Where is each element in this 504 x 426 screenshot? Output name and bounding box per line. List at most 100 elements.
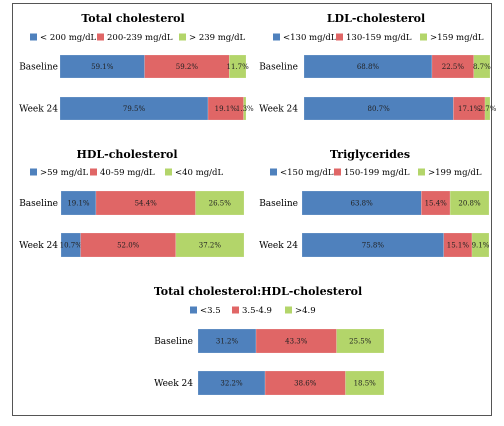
legend-entry: 3.5-4.9 xyxy=(242,306,272,316)
data-label: 79.5% xyxy=(123,105,146,113)
chart-title: Total cholesterol xyxy=(81,12,184,25)
bar-segment xyxy=(301,190,422,216)
bar-segment xyxy=(336,328,385,354)
data-label: 31.2% xyxy=(216,338,239,346)
data-label: 1.3% xyxy=(236,105,254,113)
bar-segment xyxy=(449,190,490,216)
category-label: Week 24 xyxy=(259,105,298,115)
legend-swatch xyxy=(165,168,172,176)
bar-segment xyxy=(195,190,245,216)
data-label: 54.4% xyxy=(135,200,158,208)
legend-swatch xyxy=(273,33,280,41)
legend-entry: >199 mg/dL xyxy=(428,168,482,178)
legend-entry: <3.5 xyxy=(200,306,221,316)
category-label: Week 24 xyxy=(19,105,58,115)
legend-swatch xyxy=(270,168,277,176)
data-label: 80.7% xyxy=(368,105,391,113)
data-label: 11.7% xyxy=(227,63,250,71)
chart-panel-4: Triglycerides <150 mg/dL 150-199 mg/dL >199… xyxy=(259,148,490,258)
figure-frame xyxy=(12,3,492,416)
category-label: Week 24 xyxy=(154,379,193,389)
bar-segment xyxy=(471,232,490,258)
data-label: 15.4% xyxy=(425,200,448,208)
legend-entry: <130 mg/dL xyxy=(283,33,337,43)
chart-panel-2: LDL-cholesterol <130 mg/dL 130-159 mg/dL >1… xyxy=(259,12,497,121)
legend-swatch xyxy=(418,168,425,176)
bar-segment xyxy=(175,232,245,258)
data-label: 10.7% xyxy=(60,242,83,250)
data-label: 19.1% xyxy=(215,105,238,113)
chart-title: HDL-cholesterol xyxy=(76,148,177,161)
data-label: 43.3% xyxy=(285,338,308,346)
category-label: Week 24 xyxy=(259,241,298,251)
bar-segment xyxy=(243,96,247,121)
legend-swatch xyxy=(179,33,186,41)
legend-swatch xyxy=(334,168,341,176)
data-label: 2.7% xyxy=(479,105,497,113)
legend-swatch xyxy=(285,306,292,314)
data-label: 17.1% xyxy=(458,105,481,113)
chart-title: Triglycerides xyxy=(330,148,410,161)
chart-panel-1: Total cholesterol < 200 mg/dL 200-239 mg/d… xyxy=(19,12,254,121)
legend-swatch xyxy=(420,33,427,41)
bar-segment xyxy=(443,232,473,258)
legend-entry: 150-199 mg/dL xyxy=(344,168,410,178)
legend-entry: <150 mg/dL xyxy=(280,168,334,178)
data-label: 32.2% xyxy=(220,380,243,388)
category-label: Baseline xyxy=(154,337,193,347)
bar-segment xyxy=(95,190,196,216)
data-label: 75.8% xyxy=(362,242,385,250)
bar-segment xyxy=(301,232,444,258)
legend-entry: 130-159 mg/dL xyxy=(346,33,412,43)
chart-panel-5: Total cholesterol:HDL-cholesterol <3.5 3.5… xyxy=(154,285,385,396)
data-label: 37.2% xyxy=(199,242,222,250)
legend-swatch xyxy=(232,306,239,314)
data-label: 22.5% xyxy=(442,63,465,71)
data-label: 59.2% xyxy=(176,63,199,71)
bar-segment xyxy=(60,190,97,216)
legend-swatch xyxy=(336,33,343,41)
data-label: 8.7% xyxy=(473,63,491,71)
bar-segment xyxy=(421,190,451,216)
legend-entry: 40-59 mg/dL xyxy=(100,168,155,178)
data-label: 20.8% xyxy=(458,200,481,208)
chart-title: Total cholesterol:HDL-cholesterol xyxy=(154,285,362,298)
legend-entry: >4.9 xyxy=(295,306,316,316)
data-label: 19.1% xyxy=(67,200,90,208)
data-label: 18.5% xyxy=(354,380,377,388)
data-label: 59.1% xyxy=(91,63,114,71)
data-label: 15.1% xyxy=(447,242,470,250)
category-label: Baseline xyxy=(19,199,58,209)
bar-segment xyxy=(484,96,491,121)
data-label: 63.8% xyxy=(351,200,374,208)
legend-entry: > 239 mg/dL xyxy=(189,33,246,43)
category-label: Week 24 xyxy=(19,241,58,251)
legend-swatch xyxy=(190,306,197,314)
legend-entry: 200-239 mg/dL xyxy=(107,33,173,43)
legend-swatch xyxy=(90,168,97,176)
bar-segment xyxy=(80,232,177,258)
data-label: 38.6% xyxy=(294,380,317,388)
legend-swatch xyxy=(30,168,37,176)
category-label: Baseline xyxy=(259,63,298,73)
legend-entry: <40 mg/dL xyxy=(175,168,223,178)
legend-entry: >59 mg/dL xyxy=(40,168,88,178)
bar-segment xyxy=(229,54,247,79)
data-label: 68.8% xyxy=(357,63,380,71)
data-label: 26.5% xyxy=(209,200,232,208)
bar-segment xyxy=(473,54,491,79)
legend-entry: >159 mg/dL xyxy=(430,33,484,43)
data-label: 25.5% xyxy=(349,338,372,346)
category-label: Baseline xyxy=(19,63,58,73)
category-label: Baseline xyxy=(259,199,298,209)
chart-title: LDL-cholesterol xyxy=(327,12,425,25)
legend-swatch xyxy=(30,33,37,41)
data-label: 9.1% xyxy=(472,242,490,250)
bar-segment xyxy=(264,370,346,396)
legend-entry: < 200 mg/dL xyxy=(40,33,97,43)
bar-segment xyxy=(345,370,385,396)
data-label: 52.0% xyxy=(117,242,140,250)
legend-swatch xyxy=(97,33,104,41)
